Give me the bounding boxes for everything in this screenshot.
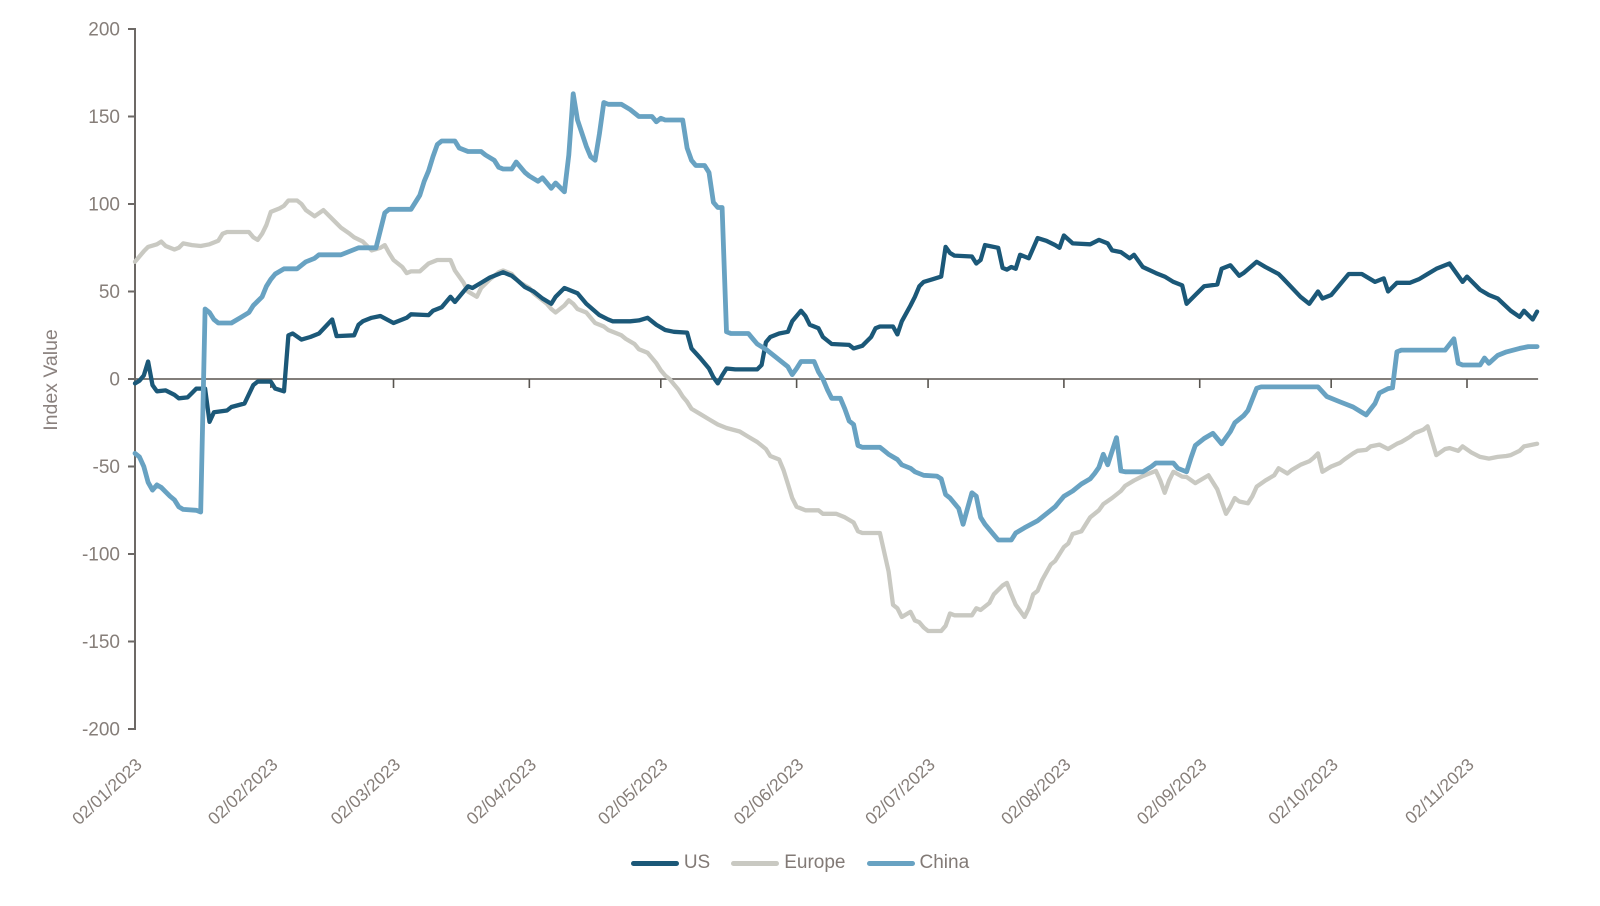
legend-swatch-us xyxy=(630,860,679,866)
legend-label-us: US xyxy=(683,852,711,873)
x-tick-label: 02/09/2023 xyxy=(1133,754,1211,828)
legend-swatch-china xyxy=(866,860,915,866)
y-tick-label: 0 xyxy=(109,370,120,391)
y-tick-label: -150 xyxy=(82,632,120,653)
x-tick-label: 02/08/2023 xyxy=(997,754,1075,828)
y-tick-label: -50 xyxy=(93,457,120,478)
x-tick-label: 02/11/2023 xyxy=(1401,754,1478,827)
y-tick-label: 100 xyxy=(88,195,120,216)
y-tick-label: -200 xyxy=(82,720,120,741)
x-tick-label: 02/04/2023 xyxy=(462,754,540,828)
legend-item-china: China xyxy=(866,852,970,874)
y-tick-label: -100 xyxy=(82,545,120,566)
series-line-europe xyxy=(132,198,1540,634)
legend-label-china: China xyxy=(919,852,970,873)
y-tick-label: 150 xyxy=(88,107,120,128)
legend-label-europe: Europe xyxy=(784,852,846,873)
chart-plot: 02/01/2023 02/02/2023 02/03/2023 02/04/2023… xyxy=(40,20,1540,829)
x-tick-label: 02/06/2023 xyxy=(730,754,808,828)
series-line-china xyxy=(132,91,1540,543)
chart-legend: US Europe China xyxy=(0,852,1600,874)
x-tick-label: 02/10/2023 xyxy=(1264,754,1342,828)
x-tick-label: 02/07/2023 xyxy=(861,754,939,828)
x-tick-label: 02/01/2023 xyxy=(68,754,146,828)
legend-item-us: US xyxy=(630,852,711,874)
y-tick-label: 200 xyxy=(88,20,120,41)
legend-swatch-europe xyxy=(731,860,780,866)
y-tick-label: 50 xyxy=(99,282,120,303)
x-tick-label: 02/05/2023 xyxy=(594,754,672,828)
legend-item-europe: Europe xyxy=(731,852,846,874)
y-axis-title: Index Value xyxy=(40,329,62,431)
series-line-us xyxy=(132,233,1540,425)
x-tick-label: 02/02/2023 xyxy=(204,754,282,828)
x-tick-label: 02/03/2023 xyxy=(327,754,405,828)
